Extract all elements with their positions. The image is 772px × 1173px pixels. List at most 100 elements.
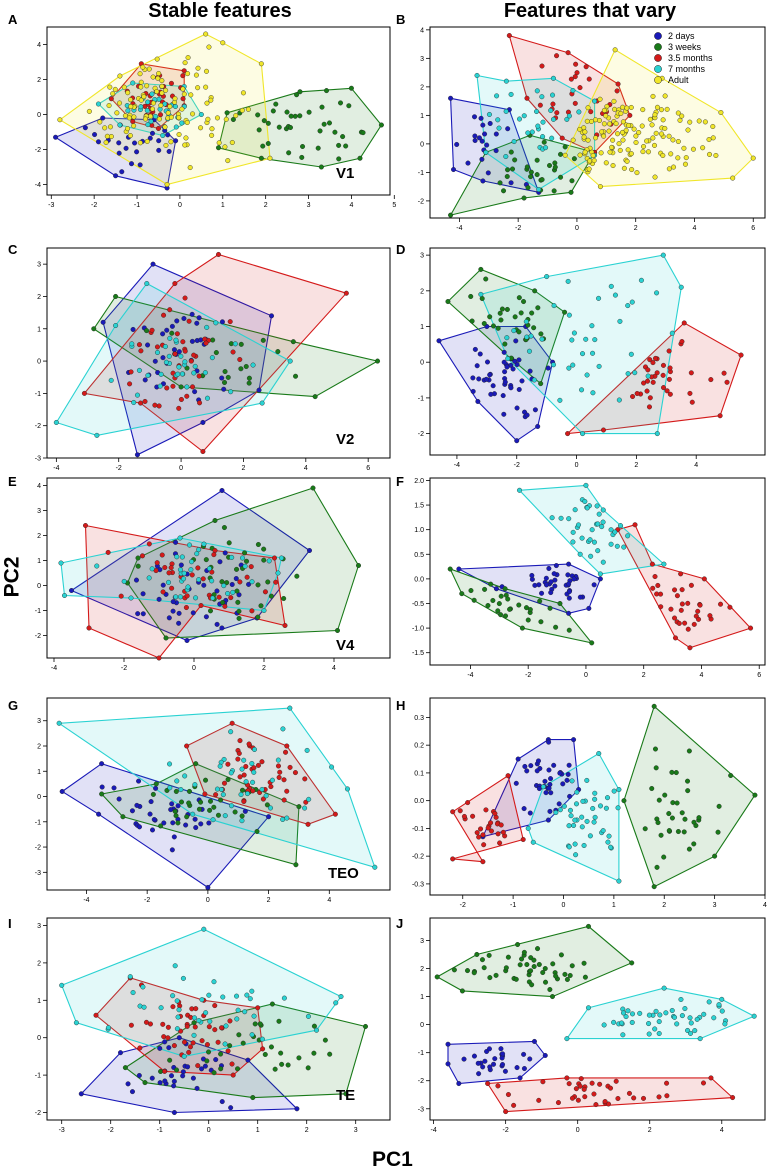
point-adult [220, 40, 226, 46]
point-3-weeks [535, 946, 541, 952]
point-3-5-months [248, 564, 254, 570]
legend-label-3-5-months: 3.5 months [668, 53, 713, 63]
point-7-months [540, 134, 546, 140]
y-tick-label: -2 [418, 198, 424, 205]
y-tick-label: 2 [37, 960, 41, 967]
point-7-months [181, 1053, 187, 1059]
point-3-5-months [219, 1025, 225, 1031]
point-3-weeks [497, 180, 503, 186]
point-2-days [168, 807, 174, 813]
point-2-days [129, 1089, 135, 1095]
point-7-months [94, 432, 100, 438]
point-2-days [134, 149, 140, 155]
point-7-months [306, 796, 312, 802]
point-7-months [596, 511, 602, 517]
point-adult [607, 121, 613, 127]
point-3-5-months [572, 74, 578, 80]
point-adult [615, 131, 621, 137]
point-2-days [557, 770, 563, 776]
point-3-5-months [578, 1076, 584, 1082]
point-2-days [513, 338, 519, 344]
point-adult [599, 129, 605, 135]
point-7-months [603, 805, 609, 811]
point-3-5-months [281, 777, 287, 783]
point-3-5-months [569, 1095, 575, 1101]
point-3-5-months [241, 798, 247, 804]
y-tick-label: 0 [37, 794, 41, 801]
point-adult [650, 135, 656, 141]
point-3-5-months [697, 602, 703, 608]
point-3-weeks [260, 337, 266, 343]
point-7-months [58, 560, 64, 566]
point-3-weeks [211, 804, 217, 810]
point-7-months [251, 746, 257, 752]
y-tick-label: 2 [37, 294, 41, 301]
point-7-months [145, 122, 151, 128]
point-adult [167, 103, 173, 109]
point-3-weeks [525, 617, 531, 623]
point-3-weeks [235, 599, 241, 605]
point-3-5-months [81, 390, 87, 396]
point-3-weeks [297, 113, 303, 119]
point-3-weeks [531, 964, 537, 970]
point-7-months [550, 75, 556, 81]
point-adult [185, 55, 191, 61]
point-3-weeks [666, 828, 672, 834]
point-2-days [566, 589, 572, 595]
point-adult [193, 72, 199, 78]
point-3-weeks [582, 974, 588, 980]
point-7-months [570, 88, 576, 94]
point-3-weeks [178, 384, 184, 390]
x-tick-label: 0 [562, 902, 566, 909]
point-7-months [179, 120, 185, 126]
point-adult [205, 116, 211, 122]
point-2-days [219, 1099, 225, 1105]
point-3-5-months [215, 1039, 221, 1045]
point-adult [681, 145, 687, 151]
point-3-weeks [488, 581, 494, 587]
point-2-days [566, 581, 572, 587]
point-3-5-months [565, 431, 571, 437]
point-2-days [436, 338, 442, 344]
point-adult [601, 133, 607, 139]
point-7-months [478, 291, 484, 297]
hull-2-days [70, 489, 311, 642]
point-adult [611, 98, 617, 104]
point-7-months [591, 539, 597, 545]
point-2-days [169, 323, 175, 329]
point-2-days [566, 610, 572, 616]
point-3-weeks [268, 593, 274, 599]
point-3-5-months [520, 837, 526, 843]
point-7-months [196, 1018, 202, 1024]
y-tick-label: 3 [37, 718, 41, 725]
point-2-days [147, 811, 153, 817]
point-7-months [612, 529, 618, 535]
point-2-days [545, 817, 551, 823]
point-7-months [629, 1019, 635, 1025]
point-3-weeks [234, 588, 240, 594]
y-tick-label: 0.3 [414, 715, 424, 722]
point-adult [222, 144, 228, 150]
point-adult [640, 149, 646, 155]
point-adult [117, 73, 123, 79]
point-adult [239, 107, 245, 113]
point-2-days [217, 559, 223, 565]
point-2-days [548, 579, 554, 585]
legend-marker-2-days [654, 32, 662, 40]
point-3-weeks [343, 143, 349, 149]
point-2-days [96, 811, 102, 817]
point-3-weeks [319, 104, 325, 110]
point-adult [696, 118, 702, 124]
point-adult [644, 138, 650, 144]
point-adult [687, 119, 693, 125]
point-3-weeks [184, 365, 190, 371]
point-7-months [242, 563, 248, 569]
y-tick-label: -1 [35, 819, 41, 826]
point-3-5-months [682, 620, 688, 626]
point-7-months [160, 132, 166, 138]
point-2-days [307, 548, 313, 554]
point-3-weeks [220, 599, 226, 605]
point-3-5-months [506, 33, 512, 39]
point-7-months [615, 805, 621, 811]
point-3-weeks [585, 923, 591, 929]
